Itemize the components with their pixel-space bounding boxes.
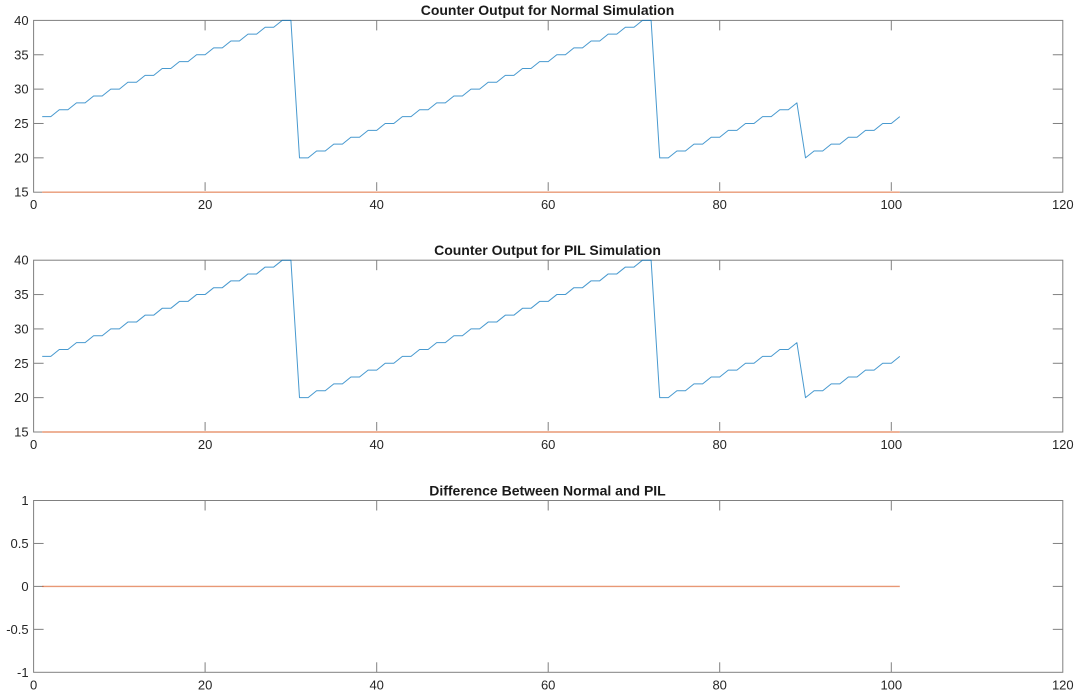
svg-text:60: 60	[541, 677, 555, 692]
svg-text:20: 20	[198, 197, 212, 212]
svg-text:0: 0	[30, 437, 37, 452]
svg-text:40: 40	[369, 437, 383, 452]
svg-text:15: 15	[14, 185, 28, 200]
svg-text:35: 35	[14, 287, 28, 302]
svg-text:120: 120	[1052, 437, 1074, 452]
svg-text:25: 25	[14, 356, 28, 371]
svg-text:40: 40	[369, 677, 383, 692]
svg-text:-0.5: -0.5	[6, 622, 28, 637]
svg-text:20: 20	[14, 390, 28, 405]
svg-text:35: 35	[14, 47, 28, 62]
svg-text:15: 15	[14, 425, 28, 440]
svg-text:20: 20	[198, 677, 212, 692]
svg-text:20: 20	[14, 150, 28, 165]
svg-text:120: 120	[1052, 197, 1074, 212]
svg-text:80: 80	[712, 197, 726, 212]
svg-text:60: 60	[541, 197, 555, 212]
svg-text:-1: -1	[17, 665, 29, 680]
svg-text:30: 30	[14, 82, 28, 97]
svg-text:120: 120	[1052, 677, 1074, 692]
svg-text:100: 100	[880, 677, 902, 692]
svg-text:100: 100	[880, 197, 902, 212]
svg-text:Difference Between Normal and: Difference Between Normal and PIL	[429, 482, 666, 498]
svg-text:0: 0	[30, 677, 37, 692]
svg-text:1: 1	[21, 493, 28, 508]
svg-text:0: 0	[30, 197, 37, 212]
svg-text:40: 40	[369, 197, 383, 212]
svg-text:80: 80	[712, 677, 726, 692]
svg-text:40: 40	[14, 13, 28, 28]
svg-text:100: 100	[880, 437, 902, 452]
svg-text:25: 25	[14, 116, 28, 131]
svg-text:Counter Output for Normal Simu: Counter Output for Normal Simulation	[421, 2, 675, 18]
svg-text:60: 60	[541, 437, 555, 452]
svg-text:20: 20	[198, 437, 212, 452]
svg-text:Counter Output for PIL Simulat: Counter Output for PIL Simulation	[434, 242, 661, 258]
svg-text:30: 30	[14, 321, 28, 336]
svg-text:40: 40	[14, 253, 28, 268]
svg-text:0.5: 0.5	[11, 536, 29, 551]
svg-text:0: 0	[21, 579, 28, 594]
svg-text:80: 80	[712, 437, 726, 452]
